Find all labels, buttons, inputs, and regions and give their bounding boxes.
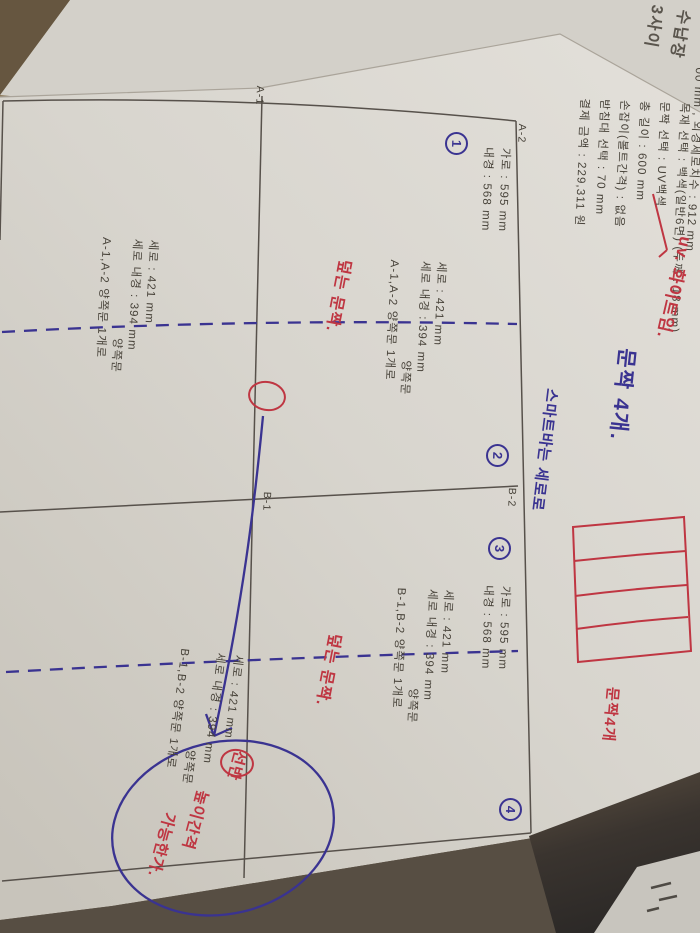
paper-top-edge [0, 33, 700, 113]
red-sketch-rect [571, 515, 693, 664]
width-b-naegyeong: 내경 : 568 mm [479, 584, 495, 670]
paper-bottom-shadow [0, 838, 563, 933]
red-circle-lower [220, 748, 254, 778]
door-number-3-digit: 3 [491, 544, 508, 553]
blue-ellipse [111, 739, 335, 917]
blue-arrowhead [204, 713, 233, 738]
width-dims-a: 가로 : 595 mm 내경 : 568 mm [476, 147, 513, 233]
red-ink [220, 193, 693, 778]
panel-label-b1: B-1 [260, 491, 273, 512]
panel-text-a2: 세로 : 421 mm 세로 내경 : 394 mm 양쪽문 A-1,A-2 양… [380, 259, 448, 397]
width-a-naegyeong: 내경 : 568 mm [479, 146, 495, 232]
door-number-1: 1 [445, 132, 468, 155]
door-number-2-digit: 2 [489, 451, 506, 460]
door-number-1-digit: 1 [448, 139, 465, 148]
door-number-2: 2 [486, 444, 509, 467]
scrap-paper [594, 851, 700, 933]
main-paper [0, 34, 700, 920]
cabinet-left-edge [0, 100, 4, 241]
door-number-4-digit: 4 [502, 805, 519, 814]
cabinet-right-edge [515, 120, 532, 834]
panel-label-a1: A-1 [253, 85, 266, 106]
red-sketch-divisions [573, 550, 689, 630]
red-strikethrough [652, 193, 668, 258]
blue-dashed-line-upper [1, 321, 518, 334]
door-number-4: 4 [499, 798, 522, 821]
blue-ink [1, 321, 519, 917]
width-a-garo: 가로 : 595 mm [496, 147, 512, 233]
cabinet-top-edge [2, 99, 517, 122]
width-dims-b: 가로 : 595 mm 내경 : 568 mm [476, 585, 513, 671]
blue-arrow-curve [212, 415, 265, 737]
panel-label-b2: B-2 [505, 487, 518, 508]
cabinet-center-divider [243, 95, 263, 879]
cabinet-mid-divider [0, 485, 519, 513]
panel-label-a2: A-2 [515, 123, 528, 144]
blue-dashed-line-lower [5, 649, 519, 674]
desk-corner [0, 0, 70, 95]
width-b-garo: 가로 : 595 mm [496, 585, 512, 671]
cabinet-bottom-edge [1, 832, 532, 882]
red-circle-upper [248, 380, 286, 412]
stacked-sheet-title: 수납장 3사이 [635, 3, 697, 62]
scrap-paper-marks [646, 881, 678, 913]
cabinet-outline [0, 95, 532, 882]
panel-text-b2: 세로 : 421 mm 세로 내경 : 394 mm 양쪽문 B-1,B-2 양… [387, 587, 455, 725]
panel-text-a1: 세로 : 421 mm 세로 내경 : 394 mm 양쪽문 A-1,A-2 양… [91, 237, 160, 375]
door-number-3: 3 [488, 537, 511, 560]
